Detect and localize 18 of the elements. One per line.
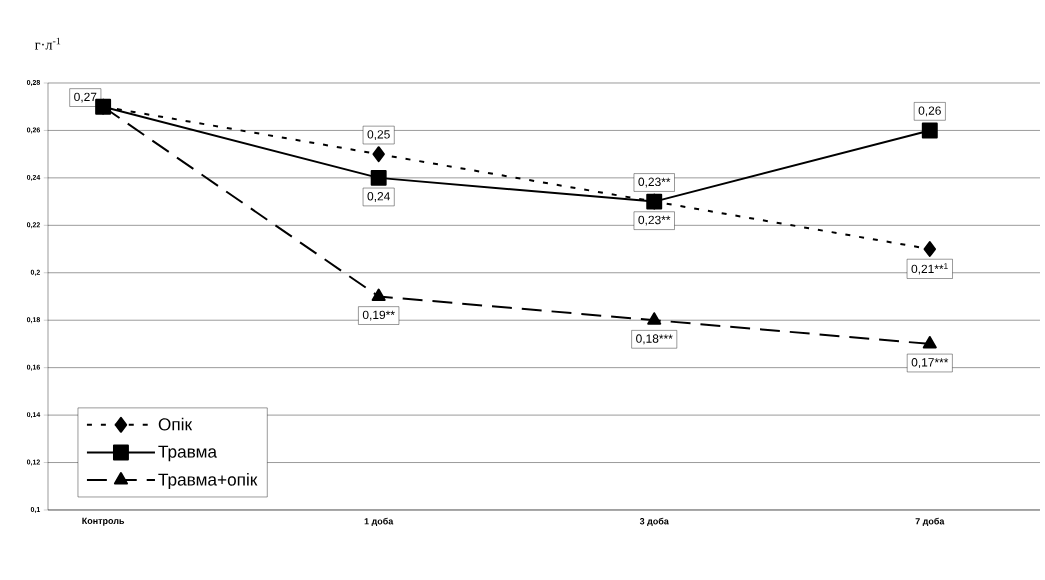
- x-tick-label: 1 доба: [364, 517, 394, 527]
- data-label: 0,23**: [638, 215, 671, 226]
- data-label: 0,18***: [636, 334, 673, 345]
- data-label: 0,23**: [638, 177, 671, 188]
- data-label: 0,27: [74, 92, 97, 103]
- data-label: 0,25: [367, 130, 390, 141]
- data-label: 0,26: [918, 106, 941, 117]
- data-label: 0,24: [367, 192, 390, 202]
- data-label: 0,19**: [362, 310, 395, 321]
- legend-label: Травма: [158, 445, 218, 462]
- x-tick-label: 7 доба: [915, 517, 945, 527]
- legend-label: Травма+опік: [158, 473, 258, 490]
- data-label: 0,17***: [911, 358, 949, 368]
- x-tick-label: 3 доба: [639, 517, 669, 527]
- data-label: 0,21**$^{1}$: [911, 263, 948, 275]
- legend-label: Опік: [158, 417, 193, 431]
- x-tick-label: Контроль: [82, 517, 125, 526]
- y-axis-title: г·л$^{-1}$: [34, 37, 61, 50]
